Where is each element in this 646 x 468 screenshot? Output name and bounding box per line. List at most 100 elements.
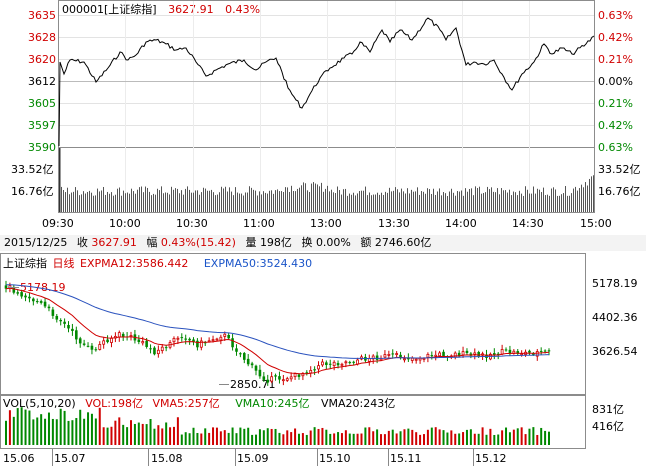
- candle-body: [199, 340, 203, 348]
- volume-bar: [179, 193, 180, 212]
- volume-bar: [106, 427, 109, 445]
- volume-bar: [403, 429, 406, 445]
- vma20-label: VMA20:243亿: [321, 397, 396, 410]
- volume-bar: [79, 195, 80, 212]
- candle-body: [223, 333, 227, 337]
- volume-bar: [442, 430, 445, 445]
- volume-bar: [165, 422, 168, 445]
- volume-bar: [243, 428, 246, 445]
- candle-body: [262, 376, 266, 380]
- volume-bar: [439, 188, 440, 212]
- volume-bar: [163, 193, 164, 212]
- volume-bar: [217, 194, 218, 212]
- volume-bar: [187, 186, 188, 212]
- candle-body: [82, 343, 86, 345]
- volume-bar: [135, 193, 136, 212]
- candle-body: [55, 315, 59, 320]
- volume-bar: [383, 194, 384, 212]
- info-bar: 2015/12/25 收 3627.91 幅 0.43%(15.42) 量 19…: [0, 235, 646, 251]
- volume-bar: [177, 188, 178, 212]
- volume-bar: [553, 187, 554, 212]
- candle-body: [63, 321, 66, 324]
- kline-header: 上证综指 日线 EXPMA12:3586.442 EXPMA50:3524.43…: [3, 257, 312, 270]
- candle-body: [535, 351, 539, 357]
- volume-bar: [573, 188, 574, 212]
- volume-bar: [469, 188, 470, 212]
- candle-body: [239, 353, 242, 355]
- candle-body: [465, 350, 469, 354]
- volume-bar: [555, 189, 556, 212]
- volume-bar: [143, 192, 144, 212]
- intraday-price-panel: [58, 0, 595, 149]
- volume-bar: [571, 193, 572, 212]
- volume-bar: [79, 409, 82, 445]
- volume-bar: [47, 412, 50, 445]
- vol-tick-left: 16.76亿: [11, 185, 54, 198]
- volume-bar: [195, 190, 196, 212]
- volume-bar: [493, 191, 494, 212]
- volume-bar: [207, 190, 208, 212]
- vol-panel: [0, 395, 586, 449]
- month-tick: 15.06: [3, 452, 35, 465]
- volume-bar: [185, 188, 186, 212]
- vol-level-tick: 831亿: [592, 403, 624, 416]
- volume-bar: [433, 188, 434, 212]
- candle-body: [278, 376, 281, 380]
- candle-body: [403, 358, 406, 361]
- volume-bar: [348, 433, 351, 445]
- volume-bar: [329, 191, 330, 212]
- volume-bar: [387, 430, 390, 445]
- volume-bar: [161, 186, 162, 212]
- volume-bar: [290, 432, 293, 445]
- candle-body: [156, 349, 160, 355]
- candle-body: [399, 354, 402, 359]
- volume-bar: [313, 427, 316, 445]
- volume-bar: [149, 419, 152, 445]
- volume-bar: [165, 192, 166, 212]
- candle-body: [325, 362, 328, 365]
- volume-bar: [333, 433, 336, 445]
- volume-bar: [75, 418, 78, 445]
- volume-bar: [307, 190, 308, 212]
- candle-body: [438, 352, 442, 357]
- price-tick: 3620: [28, 53, 56, 66]
- volume-bar: [505, 427, 508, 445]
- volume-bar: [231, 191, 232, 212]
- volume-bar: [243, 195, 244, 212]
- volume-bar: [441, 195, 442, 212]
- volume-bar: [489, 189, 490, 212]
- candle-body: [305, 372, 309, 374]
- volume-bar: [457, 191, 458, 212]
- volume-bar: [20, 407, 23, 445]
- volume-bar: [453, 192, 454, 212]
- volume-bar: [360, 433, 363, 445]
- volume-bar: [139, 187, 140, 212]
- change-percent: 0.43%: [225, 3, 261, 16]
- candle-body: [28, 296, 31, 299]
- volume-bar: [255, 190, 256, 212]
- volume-bar: [477, 433, 480, 445]
- volume-bar: [127, 192, 128, 212]
- volume-bar: [395, 187, 396, 212]
- volume-bar: [251, 434, 254, 445]
- candle-body: [543, 350, 547, 352]
- volume-bar: [229, 187, 230, 212]
- candle-body: [180, 337, 184, 339]
- volume-bar: [61, 186, 62, 212]
- volume-bar: [97, 188, 98, 212]
- volume-bar: [241, 193, 242, 212]
- volume-bar: [543, 187, 544, 212]
- candle-body: [539, 350, 543, 352]
- candle-body: [352, 361, 355, 363]
- volume-bar: [563, 193, 564, 212]
- volume-bar: [347, 195, 348, 212]
- volume-bar: [422, 434, 425, 445]
- volume-bar: [255, 434, 258, 445]
- month-tick: 15.10: [319, 452, 351, 465]
- volume-bar: [197, 190, 198, 212]
- price-tick: 3628: [28, 31, 56, 44]
- volume-bar: [313, 182, 314, 212]
- candle-body: [508, 349, 512, 354]
- volume-bar: [213, 192, 214, 212]
- volume-bar: [145, 186, 146, 212]
